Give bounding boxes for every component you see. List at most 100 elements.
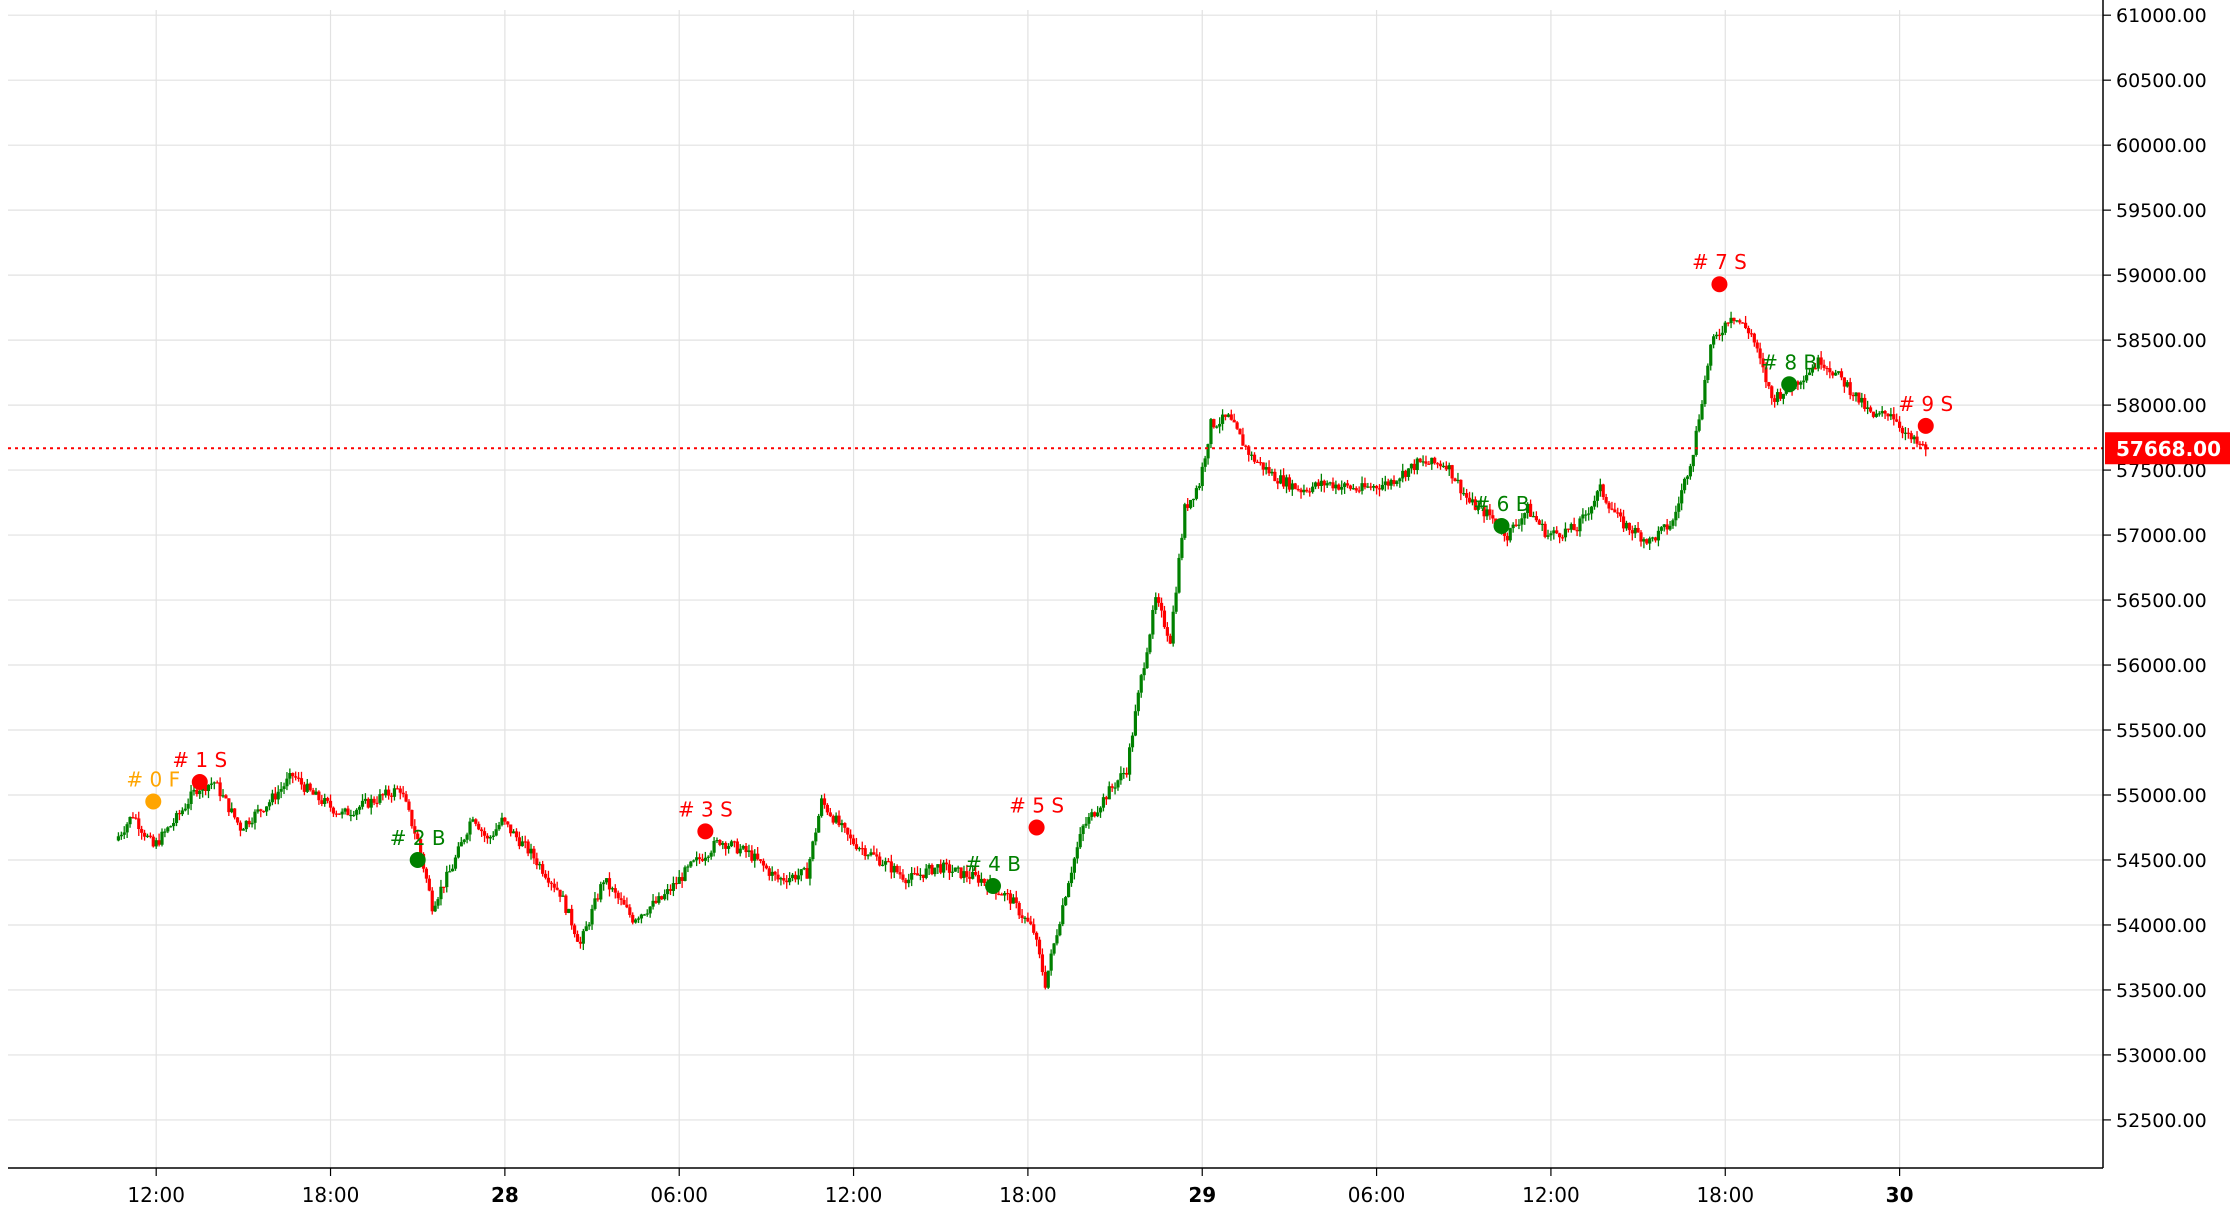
candle-body — [555, 887, 559, 890]
candle-body — [677, 877, 681, 884]
candle-body — [549, 882, 553, 884]
candle-body — [233, 808, 237, 818]
candle-body — [581, 931, 585, 944]
y-tick-label: 56500.00 — [2116, 590, 2207, 612]
candle-body — [198, 790, 202, 795]
candle-body — [1703, 379, 1707, 405]
candle-body — [817, 815, 821, 833]
candle-body — [1302, 489, 1306, 493]
candle-body — [1084, 823, 1088, 826]
candle-body — [1049, 953, 1053, 971]
candle-body — [285, 778, 289, 787]
candle-body — [942, 862, 946, 873]
candle-body — [546, 877, 551, 883]
candle-body — [843, 823, 847, 828]
candle-body — [1700, 404, 1704, 420]
candle-body — [471, 819, 475, 822]
candle-body — [898, 872, 902, 875]
candle-body — [567, 908, 571, 913]
candle-body — [587, 924, 591, 927]
candle-body — [1778, 392, 1783, 399]
candle-body — [1116, 780, 1120, 788]
candle-body — [1052, 943, 1056, 954]
candle-body — [1694, 430, 1698, 455]
candle-body — [1810, 368, 1815, 373]
candle-body — [436, 899, 440, 906]
candle-body — [1331, 482, 1335, 489]
candle-body — [265, 806, 269, 812]
candle-body — [1090, 812, 1094, 818]
candle-body — [1781, 393, 1785, 399]
candle-body — [849, 834, 853, 839]
candle-body — [1270, 471, 1274, 474]
candle-body — [1604, 497, 1608, 503]
candle-body — [1110, 786, 1114, 788]
candle-body — [773, 871, 777, 875]
candle-body — [828, 812, 832, 817]
candle-body — [1770, 386, 1774, 399]
candle-body — [1395, 481, 1399, 484]
candle-body — [1517, 524, 1521, 526]
candle-body — [538, 864, 542, 866]
candle-body — [1575, 530, 1579, 532]
candle-body — [1834, 372, 1838, 376]
candle-body — [1293, 483, 1297, 489]
candle-body — [1029, 921, 1033, 925]
candle-body — [1653, 537, 1658, 541]
candle-body — [753, 853, 757, 861]
candle-body — [1459, 479, 1463, 494]
candle-body — [270, 793, 275, 803]
candle-body — [119, 834, 123, 837]
candle-body — [962, 871, 966, 879]
trade-marker-label: # 1 S — [172, 748, 227, 772]
candle-body — [825, 804, 830, 813]
candle-body — [851, 838, 856, 845]
candle-body — [1043, 972, 1047, 988]
candle-body — [680, 877, 684, 881]
candle-body — [509, 824, 513, 834]
candle-body — [599, 884, 603, 900]
candle-body — [410, 809, 414, 827]
candle-body — [491, 835, 495, 837]
candle-body — [724, 842, 728, 849]
candle-body — [177, 813, 182, 815]
candle-body — [1438, 463, 1443, 467]
candle-body — [1212, 419, 1216, 428]
candle-body — [1799, 382, 1803, 385]
candle-body — [1921, 444, 1925, 446]
candle-body — [1912, 436, 1916, 440]
candle-body — [1119, 773, 1123, 781]
candle-body — [1290, 483, 1294, 490]
candle-body — [956, 867, 960, 869]
candle-body — [1688, 466, 1692, 477]
candle-body — [369, 798, 373, 808]
candle-body — [1389, 479, 1393, 486]
trade-marker-label: # 3 S — [678, 797, 733, 821]
candle-body — [1035, 932, 1039, 940]
candle-body — [1723, 322, 1727, 333]
candle-body — [384, 789, 388, 796]
candle-body — [1351, 488, 1355, 490]
y-tick-label: 59000.00 — [2116, 265, 2207, 287]
candle-body — [346, 808, 350, 816]
candle-body — [1247, 446, 1251, 455]
candle-body — [1456, 479, 1460, 482]
candle-body — [250, 822, 254, 825]
candle-body — [921, 874, 925, 878]
candle-body — [244, 820, 248, 830]
candle-body — [1685, 476, 1690, 479]
candle-body — [790, 874, 795, 879]
candle-body — [822, 798, 827, 805]
candle-body — [976, 874, 981, 883]
candle-body — [1892, 414, 1896, 420]
candle-body — [1026, 917, 1030, 922]
candle-body — [1572, 524, 1576, 531]
candle-body — [1299, 489, 1303, 493]
candle-body — [910, 873, 914, 880]
candle-body — [1122, 772, 1126, 775]
candle-body — [500, 817, 504, 825]
candle-body — [927, 864, 931, 869]
candle-body — [1171, 611, 1175, 644]
candle-body — [796, 875, 800, 880]
trade-markers: # 0 F# 1 S # 2 B # 3 S # 4 B # 5 S # 6 B # 7 S… — [126, 250, 1953, 894]
